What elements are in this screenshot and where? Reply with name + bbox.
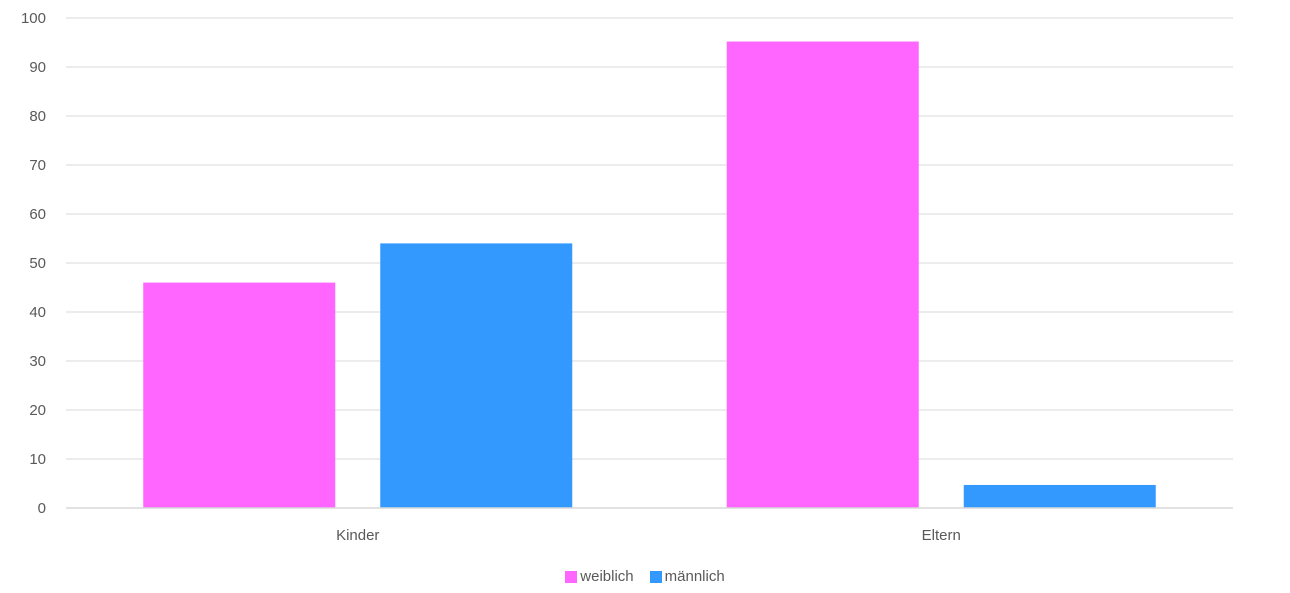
legend: weiblich männlich bbox=[0, 568, 1290, 585]
legend-item-maennlich: männlich bbox=[649, 568, 725, 585]
legend-swatch-weiblich bbox=[565, 570, 578, 583]
x-tick-label: Kinder bbox=[336, 527, 379, 544]
legend-label-maennlich: männlich bbox=[664, 568, 725, 585]
y-axis: 0 10 20 30 40 50 60 70 80 90 100 bbox=[21, 10, 46, 517]
bar-weiblich-Eltern bbox=[726, 41, 919, 509]
y-tick-label: 90 bbox=[29, 59, 46, 76]
y-tick-label: 30 bbox=[29, 353, 46, 370]
y-tick-label: 70 bbox=[29, 157, 46, 174]
legend-item-weiblich: weiblich bbox=[565, 568, 634, 585]
x-tick-label: Eltern bbox=[922, 527, 961, 544]
legend-label-weiblich: weiblich bbox=[580, 568, 634, 585]
y-tick-label: 20 bbox=[29, 402, 46, 419]
y-tick-label: 100 bbox=[21, 10, 46, 27]
y-tick-label: 60 bbox=[29, 206, 46, 223]
y-tick-label: 10 bbox=[29, 451, 46, 468]
legend-swatch-maennlich bbox=[649, 570, 662, 583]
y-tick-label: 80 bbox=[29, 108, 46, 125]
x-axis: Kinder Eltern bbox=[66, 507, 1233, 544]
y-tick-label: 50 bbox=[29, 255, 46, 272]
bar-männlich-Eltern bbox=[963, 484, 1156, 508]
y-tick-label: 0 bbox=[38, 500, 46, 517]
bar-chart: 0 10 20 30 40 50 60 70 80 90 100 Kinder Eltern bbox=[21, 10, 1233, 544]
bar-weiblich-Kinder bbox=[143, 282, 336, 508]
bar-männlich-Kinder bbox=[380, 243, 573, 508]
y-tick-label: 40 bbox=[29, 304, 46, 321]
bars bbox=[143, 41, 1156, 509]
